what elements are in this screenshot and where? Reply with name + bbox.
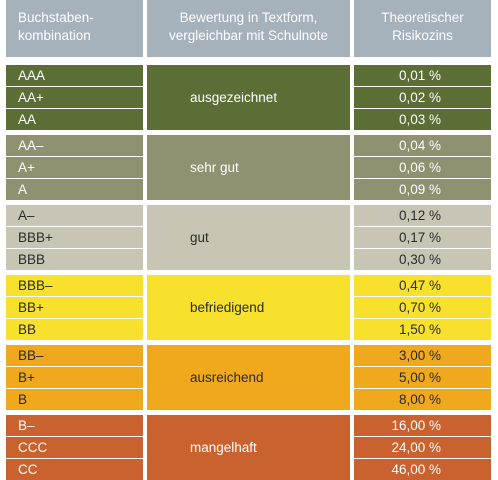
rating-cell: BBB — [6, 249, 143, 270]
header-grade-line2: vergleichbar mit Schulnote — [168, 28, 329, 43]
header-rating-line1: Buchstaben- — [18, 10, 94, 25]
rating-cell: AA — [6, 109, 143, 130]
rating-cell: BB+ — [6, 297, 143, 318]
rating-cell: CC — [6, 459, 143, 480]
rating-cell: B– — [6, 415, 143, 436]
header-rating: Buchstaben- kombination — [6, 0, 143, 57]
rate-cell: 0,70 % — [354, 297, 491, 318]
rating-cell: AA+ — [6, 87, 143, 108]
rate-cell: 46,00 % — [354, 459, 491, 480]
rate-cell: 0,02 % — [354, 87, 491, 108]
rate-cell: 0,03 % — [354, 109, 491, 130]
rating-cell: B+ — [6, 367, 143, 388]
rate-cell: 0,30 % — [354, 249, 491, 270]
rating-cell: CCC — [6, 437, 143, 458]
rating-cell: AA– — [6, 135, 143, 156]
rating-cell: BB — [6, 319, 143, 340]
header-grade-line1: Bewertung in Textform, — [179, 10, 318, 25]
rate-cell: 16,00 % — [354, 415, 491, 436]
rate-cell: 0,09 % — [354, 179, 491, 200]
header-rate-line2: Risikozins — [392, 28, 453, 43]
rate-cell: 0,17 % — [354, 227, 491, 248]
grade-label: befriedigend — [190, 300, 265, 315]
grade-label: ausreichend — [190, 370, 264, 385]
grade-cell: mangelhaft — [147, 415, 350, 480]
rate-cell: 0,04 % — [354, 135, 491, 156]
rating-cell: A– — [6, 205, 143, 226]
rating-cell: BBB+ — [6, 227, 143, 248]
rating-cell: BB– — [6, 345, 143, 366]
rate-cell: 3,00 % — [354, 345, 491, 366]
grade-label: ausgezeichnet — [190, 90, 278, 105]
rating-cell: A+ — [6, 157, 143, 178]
grade-label: gut — [190, 230, 209, 245]
rate-cell: 0,12 % — [354, 205, 491, 226]
header-rate: Theoretischer Risikozins — [354, 0, 491, 57]
grade-cell: gut — [147, 205, 350, 270]
rate-cell: 0,01 % — [354, 65, 491, 86]
grade-label: mangelhaft — [190, 440, 257, 455]
rating-cell: A — [6, 179, 143, 200]
rate-cell: 0,47 % — [354, 275, 491, 296]
rate-cell: 0,06 % — [354, 157, 491, 178]
rating-cell: AAA — [6, 65, 143, 86]
header-grade: Bewertung in Textform, vergleichbar mit … — [147, 0, 350, 57]
header-rate-line1: Theoretischer — [381, 10, 464, 25]
rate-cell: 5,00 % — [354, 367, 491, 388]
grade-cell: sehr gut — [147, 135, 350, 200]
rate-cell: 1,50 % — [354, 319, 491, 340]
grade-label: sehr gut — [190, 160, 239, 175]
grade-cell: ausreichend — [147, 345, 350, 410]
rate-cell: 24,00 % — [354, 437, 491, 458]
rating-cell: BBB– — [6, 275, 143, 296]
grade-cell: ausgezeichnet — [147, 65, 350, 130]
header-rating-line2: kombination — [18, 28, 91, 43]
rating-cell: B — [6, 389, 143, 410]
grade-cell: befriedigend — [147, 275, 350, 340]
rate-cell: 8,00 % — [354, 389, 491, 410]
